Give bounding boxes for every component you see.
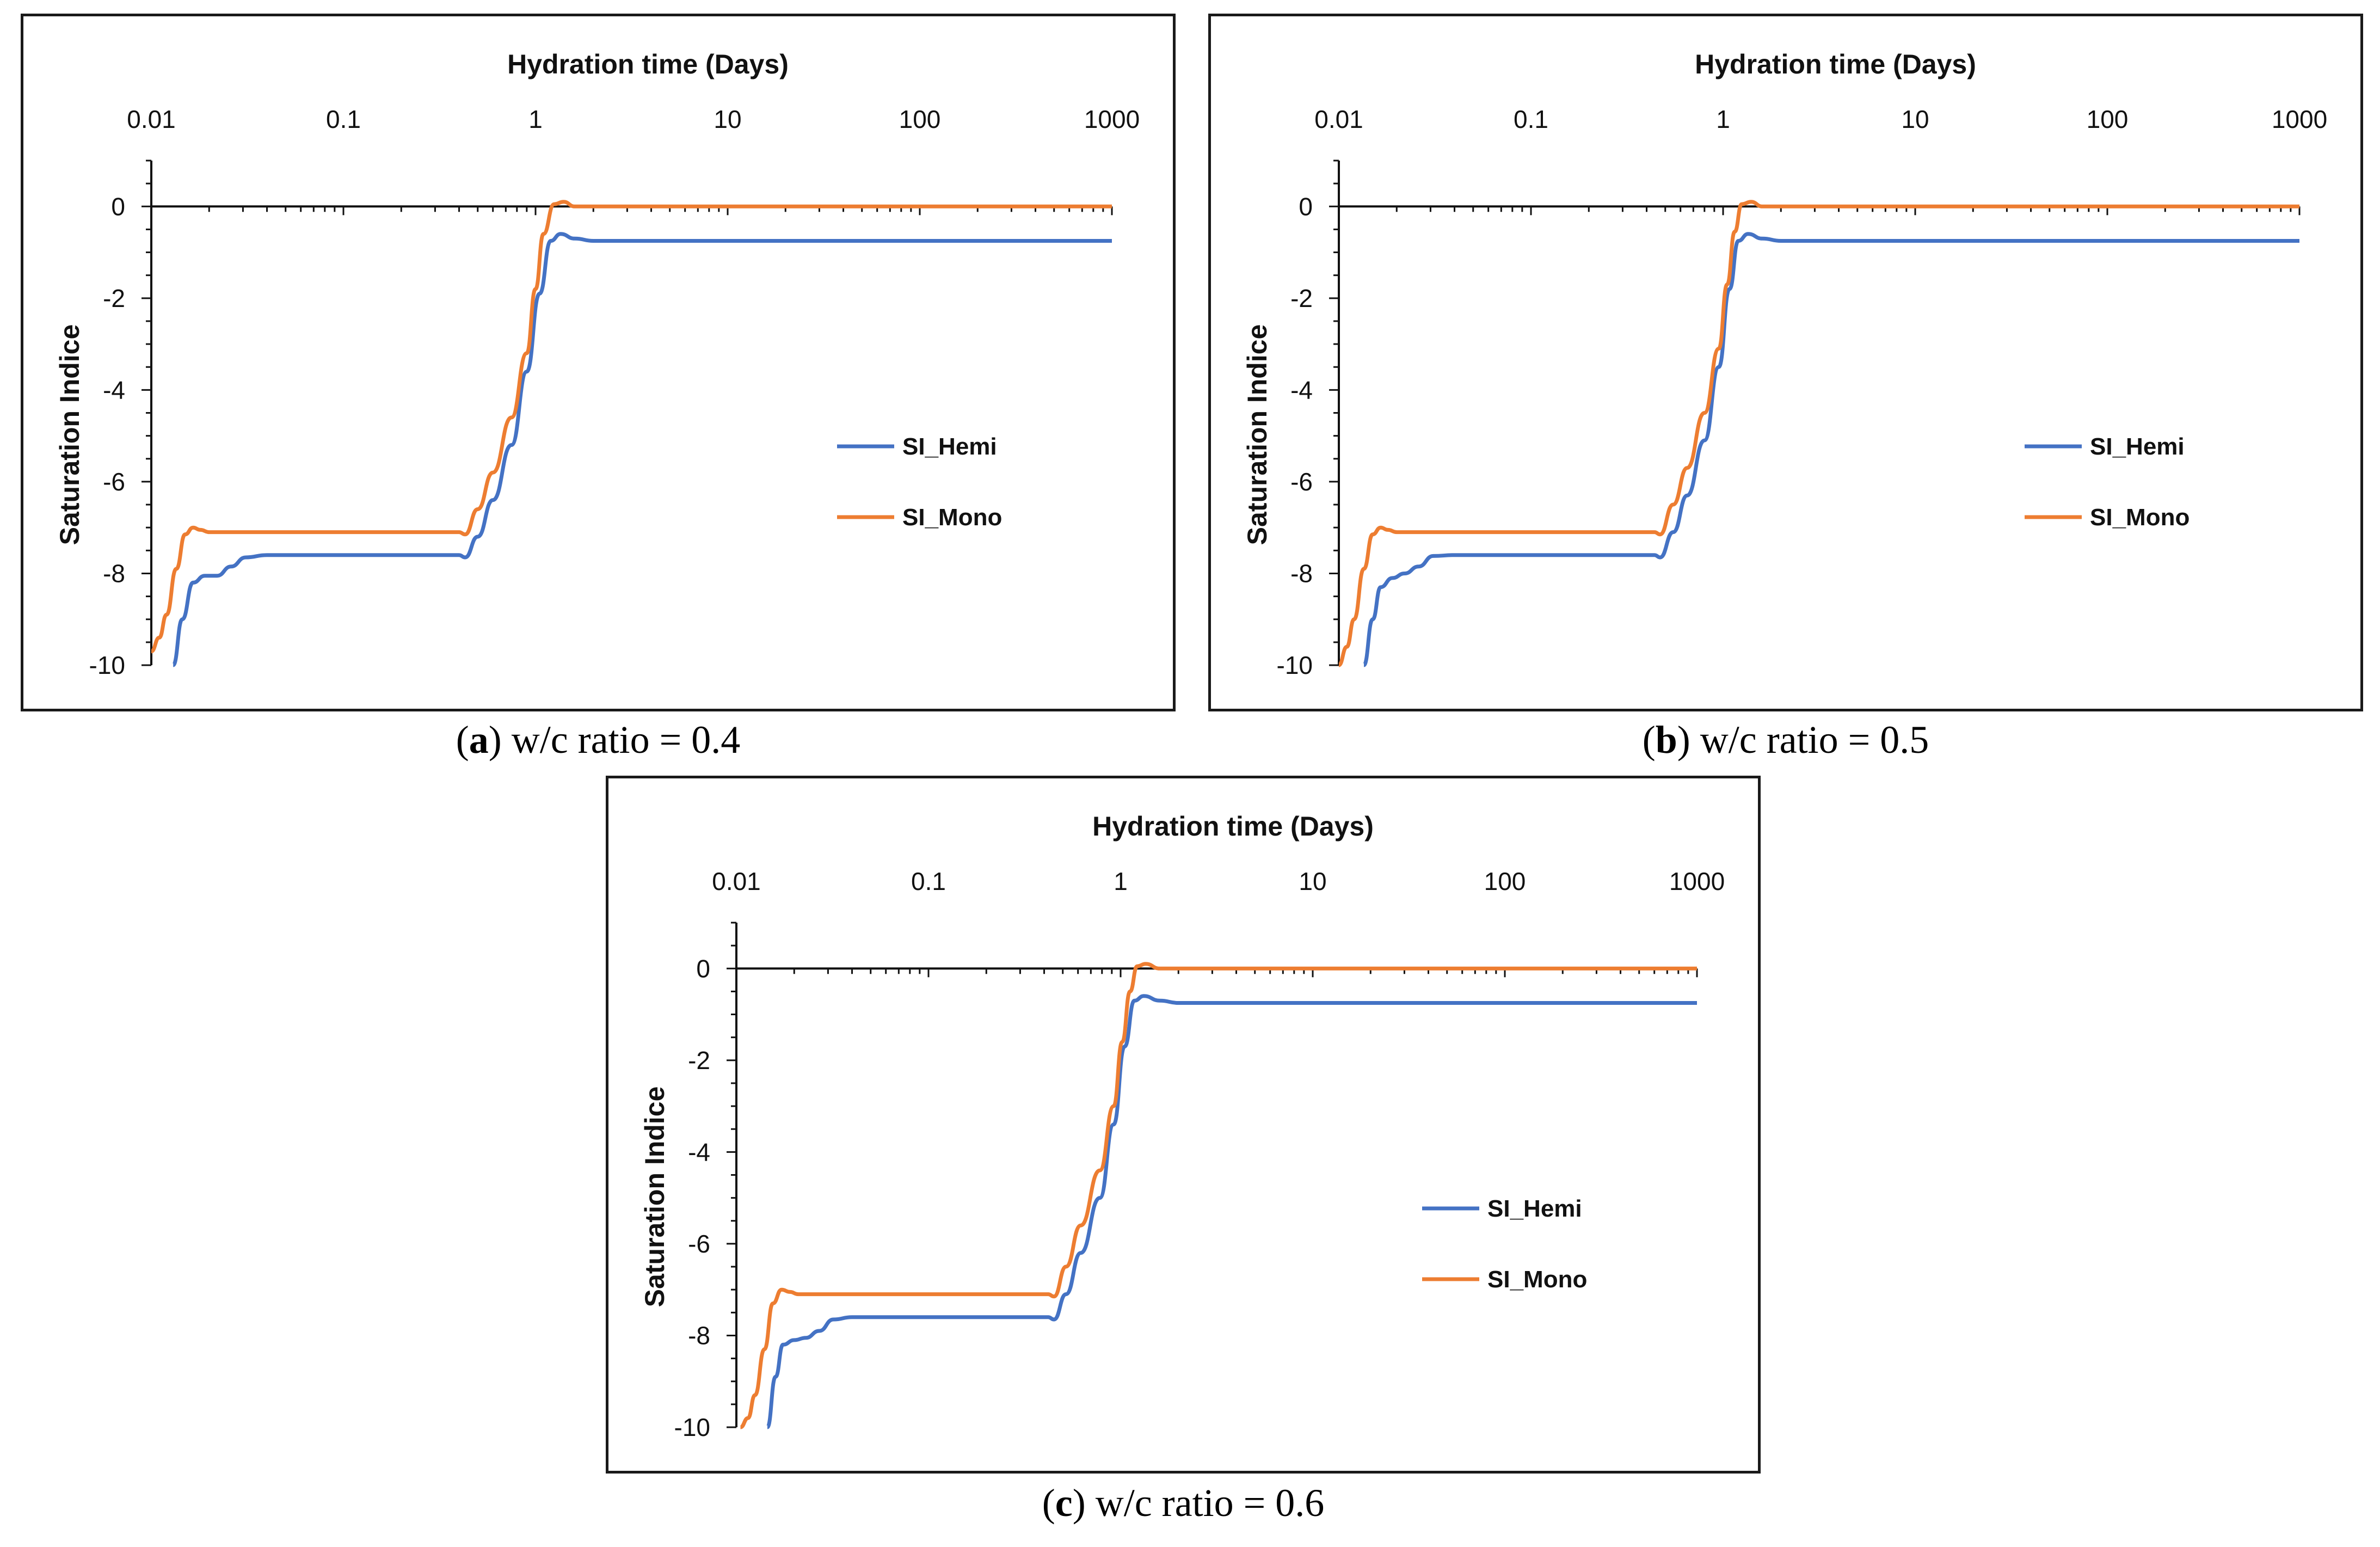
chart-panel-a: 0 -2 -4 -6 -8 -10 0.01 0.1 1 10 100 1000 Hydration t… [21,14,1176,711]
chart-svg-c: 0 -2 -4 -6 -8 -10 0.01 0.1 1 10 100 1000 Hydration t… [639,811,1725,1441]
x-tick-label: 0.01 [127,105,176,133]
x-tick-label: 1000 [2272,105,2327,133]
y-tick-label: -10 [89,651,125,679]
y-tick-label: -10 [674,1413,710,1441]
chart-svg-b: 0 -2 -4 -6 -8 -10 0.01 0.1 1 10 100 1000 Hydration t… [1242,49,2327,679]
caption-c-text: w/c ratio = 0.6 [1085,1481,1325,1525]
series-line-si-hemi [1362,232,2299,667]
series-line-si-hemi [765,994,1697,1429]
caption-b: (b) w/c ratio = 0.5 [1642,718,1929,762]
y-axis-title: Saturation Indice [54,324,85,545]
y-tick-label: -10 [1277,651,1313,679]
x-tick-label: 100 [899,105,941,133]
y-tick-label: 0 [1299,192,1313,220]
y-axis-title: Saturation Indice [639,1086,670,1307]
legend-label-si-mono: SI_Mono [1487,1266,1587,1293]
x-tick-label: 0.01 [712,867,761,895]
y-axis-title: Saturation Indice [1242,324,1272,545]
x-tick-label: 0.1 [326,105,361,133]
chart-panel-b: 0 -2 -4 -6 -8 -10 0.01 0.1 1 10 100 1000 Hydration t… [1208,14,2363,711]
x-tick-label: 1 [528,105,543,133]
x-tick-label: 100 [2087,105,2129,133]
y-tick-label: 0 [696,954,710,983]
x-tick-label: 1 [1114,867,1128,895]
y-tick-label: -4 [688,1138,710,1166]
y-tick-label: -6 [103,468,125,496]
series-line-si-mono [150,200,1112,654]
x-axis-title: Hydration time (Days) [1695,49,1976,79]
y-tick-label: -4 [1290,376,1313,404]
caption-b-text: w/c ratio = 0.5 [1690,718,1929,762]
x-tick-label: 0.01 [1314,105,1363,133]
y-tick-label: -2 [103,284,125,312]
x-tick-label: 1 [1716,105,1730,133]
caption-a-letter: a [469,718,489,762]
chart-svg-a: 0 -2 -4 -6 -8 -10 0.01 0.1 1 10 100 1000 Hydration t… [54,49,1140,679]
caption-a: (a) w/c ratio = 0.4 [456,718,741,762]
y-tick-label: -4 [103,376,125,404]
x-tick-label: 100 [1484,867,1526,895]
x-tick-label: 0.1 [911,867,946,895]
x-axis-title: Hydration time (Days) [507,49,789,79]
series-line-si-mono [1338,200,2299,667]
x-tick-label: 10 [1299,867,1326,895]
legend-label-si-mono: SI_Mono [902,504,1002,531]
legend-label-si-mono: SI_Mono [2090,504,2190,531]
x-tick-label: 1000 [1084,105,1140,133]
x-tick-label: 0.1 [1514,105,1548,133]
y-tick-label: -6 [1290,468,1313,496]
caption-c: (c) w/c ratio = 0.6 [1042,1481,1325,1525]
y-tick-label: 0 [111,192,125,220]
y-tick-label: -2 [1290,284,1313,312]
caption-b-letter: b [1655,718,1677,762]
x-tick-label: 10 [1901,105,1929,133]
chart-panel-c: 0 -2 -4 -6 -8 -10 0.01 0.1 1 10 100 1000 Hydration t… [606,776,1761,1474]
series-line-si-mono [740,962,1697,1429]
y-tick-label: -2 [688,1046,710,1075]
series-line-si-hemi [171,232,1112,667]
x-tick-label: 10 [714,105,741,133]
x-axis-title: Hydration time (Days) [1092,811,1374,842]
y-tick-label: -6 [688,1230,710,1258]
caption-a-text: w/c ratio = 0.4 [501,718,741,762]
legend-label-si-hemi: SI_Hemi [2090,433,2185,460]
y-tick-label: -8 [103,559,125,587]
x-tick-label: 1000 [1669,867,1725,895]
legend-label-si-hemi: SI_Hemi [1487,1195,1582,1222]
y-tick-label: -8 [1290,559,1313,587]
caption-c-letter: c [1055,1481,1073,1525]
y-tick-label: -8 [688,1321,710,1349]
legend-label-si-hemi: SI_Hemi [902,433,997,460]
